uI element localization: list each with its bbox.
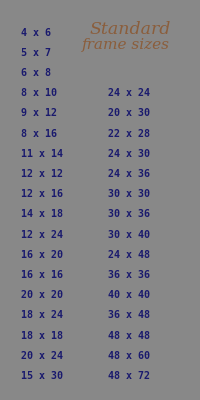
Text: 15 x 30: 15 x 30 — [21, 371, 63, 381]
Text: 30 x 40: 30 x 40 — [107, 230, 149, 240]
Text: 20 x 20: 20 x 20 — [21, 290, 63, 300]
Text: 24 x 36: 24 x 36 — [107, 169, 149, 179]
Text: 12 x 12: 12 x 12 — [21, 169, 63, 179]
Text: 20 x 30: 20 x 30 — [107, 108, 149, 118]
Text: 48 x 48: 48 x 48 — [107, 330, 149, 340]
Text: 40 x 40: 40 x 40 — [107, 290, 149, 300]
Text: 24 x 48: 24 x 48 — [107, 250, 149, 260]
Text: 20 x 24: 20 x 24 — [21, 351, 63, 361]
Text: Standard: Standard — [89, 20, 170, 38]
Text: 16 x 20: 16 x 20 — [21, 250, 63, 260]
Text: 22 x 28: 22 x 28 — [107, 128, 149, 138]
Text: 12 x 24: 12 x 24 — [21, 230, 63, 240]
Text: 24 x 24: 24 x 24 — [107, 88, 149, 98]
Text: 8 x 10: 8 x 10 — [21, 88, 57, 98]
Text: 24 x 30: 24 x 30 — [107, 149, 149, 159]
Text: 18 x 24: 18 x 24 — [21, 310, 63, 320]
Text: 18 x 18: 18 x 18 — [21, 330, 63, 340]
Text: frame sizes: frame sizes — [81, 38, 169, 52]
Text: 4 x 6: 4 x 6 — [21, 28, 51, 38]
Text: 30 x 36: 30 x 36 — [107, 209, 149, 219]
Text: 14 x 18: 14 x 18 — [21, 209, 63, 219]
Text: 6 x 8: 6 x 8 — [21, 68, 51, 78]
Text: 36 x 48: 36 x 48 — [107, 310, 149, 320]
Text: 48 x 60: 48 x 60 — [107, 351, 149, 361]
Text: 16 x 16: 16 x 16 — [21, 270, 63, 280]
Text: 36 x 36: 36 x 36 — [107, 270, 149, 280]
Text: 11 x 14: 11 x 14 — [21, 149, 63, 159]
Text: 30 x 30: 30 x 30 — [107, 189, 149, 199]
Text: 9 x 12: 9 x 12 — [21, 108, 57, 118]
Text: 48 x 72: 48 x 72 — [107, 371, 149, 381]
Text: 8 x 16: 8 x 16 — [21, 128, 57, 138]
Text: 12 x 16: 12 x 16 — [21, 189, 63, 199]
Text: 5 x 7: 5 x 7 — [21, 48, 51, 58]
